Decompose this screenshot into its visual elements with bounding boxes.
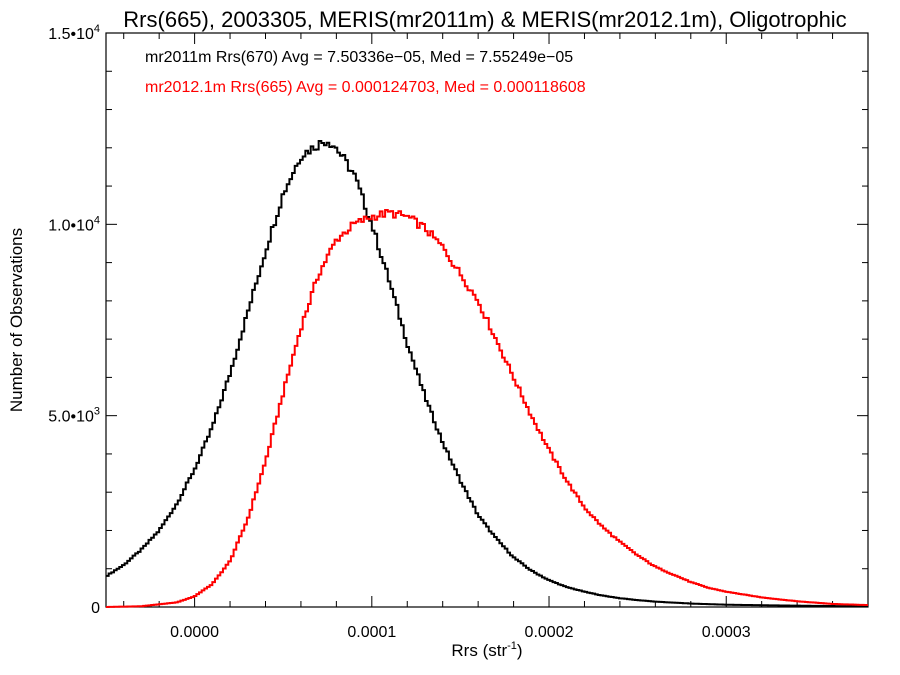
plot-frame <box>105 32 869 608</box>
x-axis-label: Rrs (str-1) <box>451 640 522 660</box>
x-tick-label: 0.0003 <box>702 624 751 641</box>
x-tick-label: 0.0001 <box>347 624 396 641</box>
y-tick-label: 1.0•104 <box>48 214 100 234</box>
y-tick-label-exp: 4 <box>94 214 100 226</box>
x-tick-label: 0.0002 <box>525 624 574 641</box>
series-layer <box>106 140 868 608</box>
series-line-mr2011m <box>106 140 868 608</box>
x-axis-label-sup: -1 <box>507 640 517 652</box>
x-tick-labels: 0.0000 0.0001 0.0002 0.0003 <box>170 624 751 641</box>
y-tick-label-exp: 3 <box>94 406 100 418</box>
x-axis-label-text: Rrs (str <box>451 641 507 660</box>
x-axis-label-suffix: ) <box>517 641 523 660</box>
axis-ticks <box>106 32 869 608</box>
y-axis-label: Number of Observations <box>7 228 26 412</box>
chart-title: Rrs(665), 2003305, MERIS(mr2011m) & MERI… <box>123 7 846 32</box>
y-tick-label: 5.0•103 <box>48 406 100 426</box>
y-tick-label: 1.5•104 <box>48 23 100 43</box>
y-tick-label: 0 <box>91 600 100 617</box>
y-tick-label-base: 1.0•10 <box>48 217 94 234</box>
annotation-series-2: mr2012.1m Rrs(665) Avg = 0.000124703, Me… <box>145 79 586 96</box>
series-line-mr2012.1m <box>106 208 868 608</box>
x-tick-label: 0.0000 <box>170 624 219 641</box>
y-tick-label-base: 5.0•10 <box>48 409 94 426</box>
y-tick-label-base: 1.5•10 <box>48 26 94 43</box>
annotation-series-1: mr2011m Rrs(670) Avg = 7.50336e−05, Med … <box>145 49 573 66</box>
y-tick-label-exp: 4 <box>94 23 100 35</box>
